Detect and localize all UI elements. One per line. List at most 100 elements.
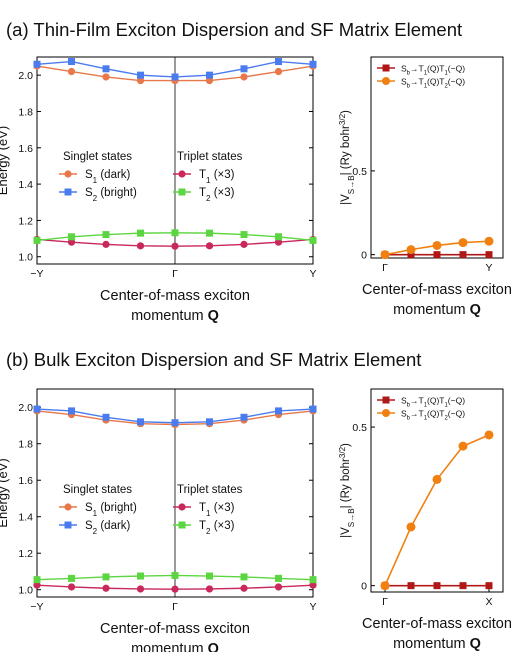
data-point (406, 245, 416, 255)
data-point (136, 585, 145, 593)
data-point (309, 405, 317, 413)
panel-b-title: (b) Bulk Exciton Dispersion and SF Matri… (6, 349, 421, 370)
legend-marker (178, 170, 186, 178)
x-tick-label: −Y (30, 268, 43, 280)
legend-label: S1 (dark) (85, 169, 131, 185)
chart-b-dispersion: 1.0 1.2 1.4 1.6 1.8 2.0 −Y Γ Y Energy (eV) Center-… (0, 388, 317, 652)
data-point (309, 581, 317, 589)
data-point (274, 583, 283, 591)
legend-marker (178, 521, 186, 529)
y-axis-label: Energy (eV) (0, 126, 10, 195)
data-point (137, 418, 144, 426)
data-point (137, 572, 144, 580)
y-tick-label: 1.4 (18, 512, 33, 524)
plot-frame (370, 56, 504, 259)
legend-marker (382, 409, 390, 417)
legend-label: T2 (×3) (199, 520, 235, 536)
data-point (171, 419, 179, 427)
data-point (33, 581, 41, 589)
chart-a-dispersion: 1.0 1.2 1.4 1.6 1.8 2.0 −Y Γ Y Energy (eV) Center-… (0, 56, 317, 324)
legend-label: Sb→T1(Q)T2(−Q) (401, 77, 465, 90)
chart-a-matrix: 0 0.5 Γ Y |VS→B| (Ry bohr3/2) Center-of-mass … (338, 56, 512, 318)
data-point (205, 585, 214, 593)
x-axis-label-2: momentum Q (393, 636, 481, 652)
data-point (485, 251, 493, 259)
data-point (240, 413, 248, 421)
data-point (102, 73, 110, 81)
legend-marker (382, 77, 390, 85)
y-tick-label: 1.8 (18, 439, 33, 451)
y-tick-label: 1.4 (18, 179, 33, 191)
legend-label: Sb→T1(Q)T1(−Q) (401, 396, 465, 409)
x-axis-label: Center-of-mass exciton (100, 288, 250, 304)
x-axis-label: Center-of-mass exciton (362, 616, 512, 632)
data-point (484, 430, 494, 440)
y-tick-label: 0.5 (352, 422, 367, 434)
x-tick-label: Y (485, 262, 492, 274)
y-tick-label: 1.6 (18, 143, 33, 155)
x-tick-label: X (485, 596, 492, 608)
legend-title: Singlet states (63, 151, 132, 163)
data-point (459, 251, 467, 259)
data-point (171, 585, 179, 593)
x-axis-label-2: momentum Q (131, 641, 219, 652)
x-tick-label: Γ (172, 268, 178, 280)
data-point (275, 574, 282, 582)
x-axis-label: Center-of-mass exciton (100, 621, 250, 637)
data-point (33, 576, 41, 584)
y-axis-label: |VS→B| (Ry bohr3/2) (338, 110, 356, 205)
y-tick-label: 1.8 (18, 106, 33, 118)
data-point (485, 582, 493, 590)
x-tick-label: Γ (382, 596, 388, 608)
y-tick-label: 1.0 (18, 252, 33, 264)
x-tick-label: −Y (30, 601, 43, 613)
data-point (102, 65, 110, 73)
data-point (206, 229, 213, 237)
legend-title: Triplet states (177, 484, 243, 496)
data-point (205, 77, 214, 85)
data-point (432, 474, 442, 484)
y-tick-label: 0.5 (352, 166, 367, 178)
data-point (275, 233, 282, 241)
data-point (136, 77, 145, 85)
data-point (67, 238, 76, 246)
legend-label: T2 (×3) (199, 187, 235, 203)
charts: 1.0 1.2 1.4 1.6 1.8 2.0 −Y Γ Y Energy (eV) Center-… (0, 56, 512, 652)
legend-marker (382, 64, 390, 72)
data-point (240, 584, 248, 592)
data-point (240, 240, 248, 248)
plot-frame (370, 388, 504, 593)
data-point (67, 583, 76, 591)
x-axis-label-2: momentum Q (393, 302, 481, 318)
chart-b-matrix: 0 0.5 Γ X |VS→B| (Ry bohr3/2) Center-of-mass … (338, 388, 512, 652)
data-point (206, 71, 213, 79)
data-point (171, 242, 179, 250)
legend-label: Sb→T1(Q)T1(−Q) (401, 64, 465, 77)
data-point (68, 407, 75, 415)
y-tick-label: 1.2 (18, 548, 33, 560)
y-tick-label: 1.2 (18, 215, 33, 227)
legend-marker (178, 503, 186, 511)
data-point (406, 522, 416, 532)
data-point (484, 236, 494, 246)
data-point (206, 418, 213, 426)
series-line (384, 434, 490, 586)
y-tick-label: 0 (361, 250, 367, 262)
data-point (433, 582, 441, 590)
data-point (275, 407, 282, 415)
data-point (68, 574, 75, 582)
legend-label: S2 (bright) (85, 187, 137, 203)
data-point (171, 73, 179, 81)
legend-title: Singlet states (63, 484, 132, 496)
data-point (67, 67, 76, 76)
data-point (380, 250, 390, 260)
x-tick-label: Y (309, 601, 316, 613)
data-point (433, 251, 441, 259)
data-point (102, 573, 110, 581)
data-point (407, 582, 415, 590)
data-point (33, 60, 41, 68)
data-point (240, 65, 248, 73)
data-point (137, 71, 144, 79)
y-tick-label: 2.0 (18, 402, 33, 414)
data-point (171, 571, 179, 579)
